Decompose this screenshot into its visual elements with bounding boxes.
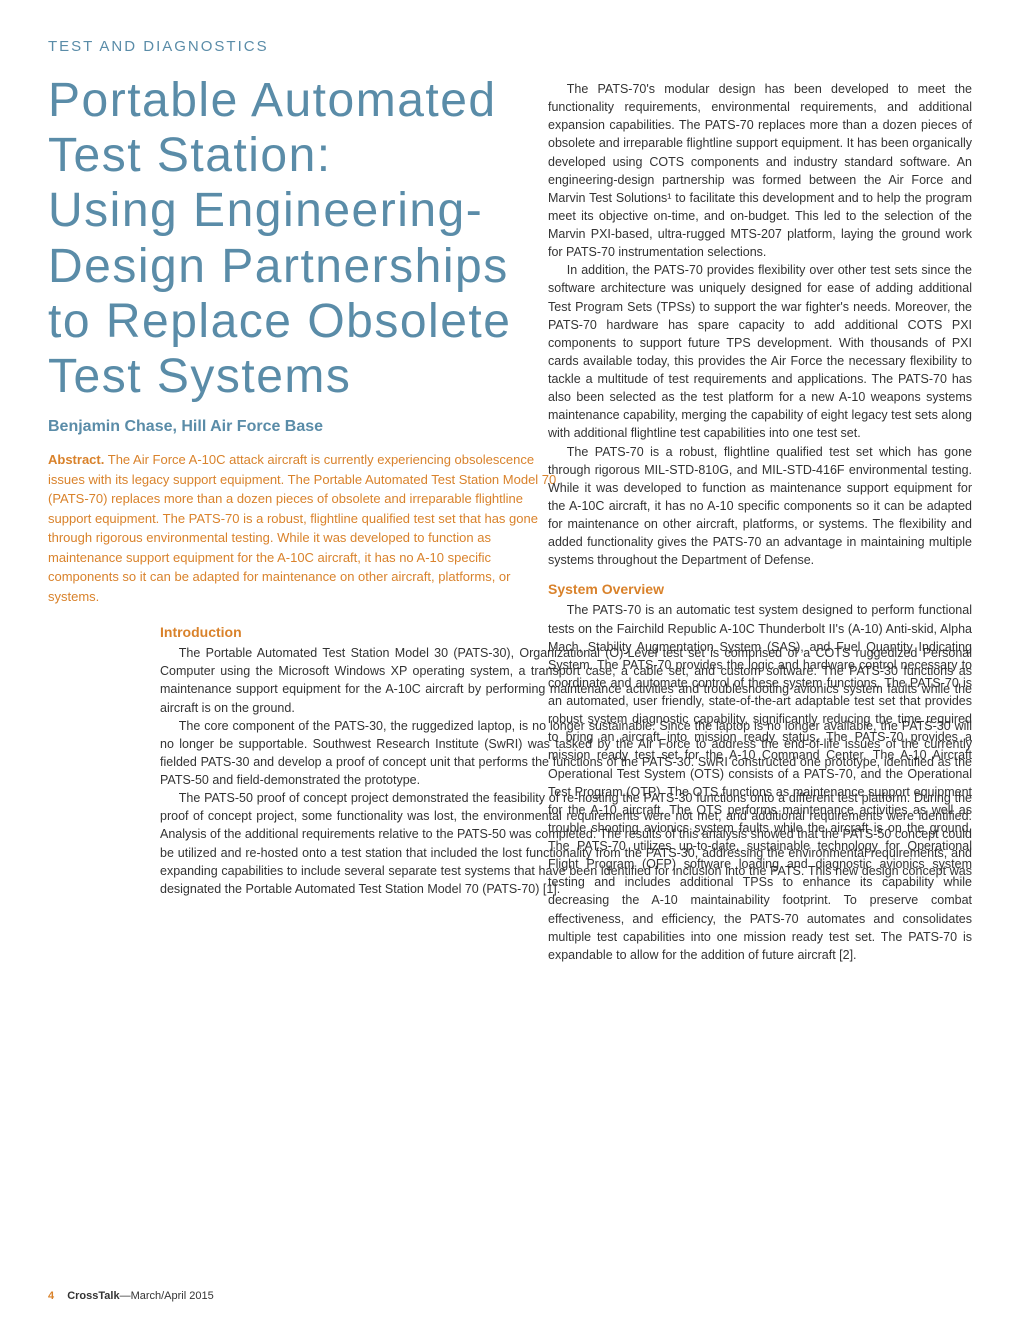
issue-date: —March/April 2015 [120,1290,214,1302]
overview-body: The PATS-70 is an automatic test system … [548,601,972,964]
right-p2: In addition, the PATS-70 provides flexib… [548,261,972,442]
page-number: 4 [48,1290,54,1302]
publication-name: CrossTalk [67,1290,119,1302]
overview-heading: System Overview [548,581,972,597]
right-p1: The PATS-70's modular design has been de… [548,80,972,261]
right-column: The PATS-70's modular design has been de… [548,80,972,964]
overview-p1: The PATS-70 is an automatic test system … [548,601,972,964]
article-title: Portable Automated Test Station: Using E… [48,73,558,404]
abstract-label: Abstract. [48,452,104,467]
page-footer: 4 CrossTalk—March/April 2015 [48,1290,214,1302]
right-p3: The PATS-70 is a robust, flightline qual… [548,443,972,570]
right-body: The PATS-70's modular design has been de… [548,80,972,569]
category-label: TEST AND DIAGNOSTICS [48,38,972,55]
abstract-text: The Air Force A-10C attack aircraft is c… [48,452,556,604]
abstract-block: Abstract. The Air Force A-10C attack air… [48,450,558,606]
